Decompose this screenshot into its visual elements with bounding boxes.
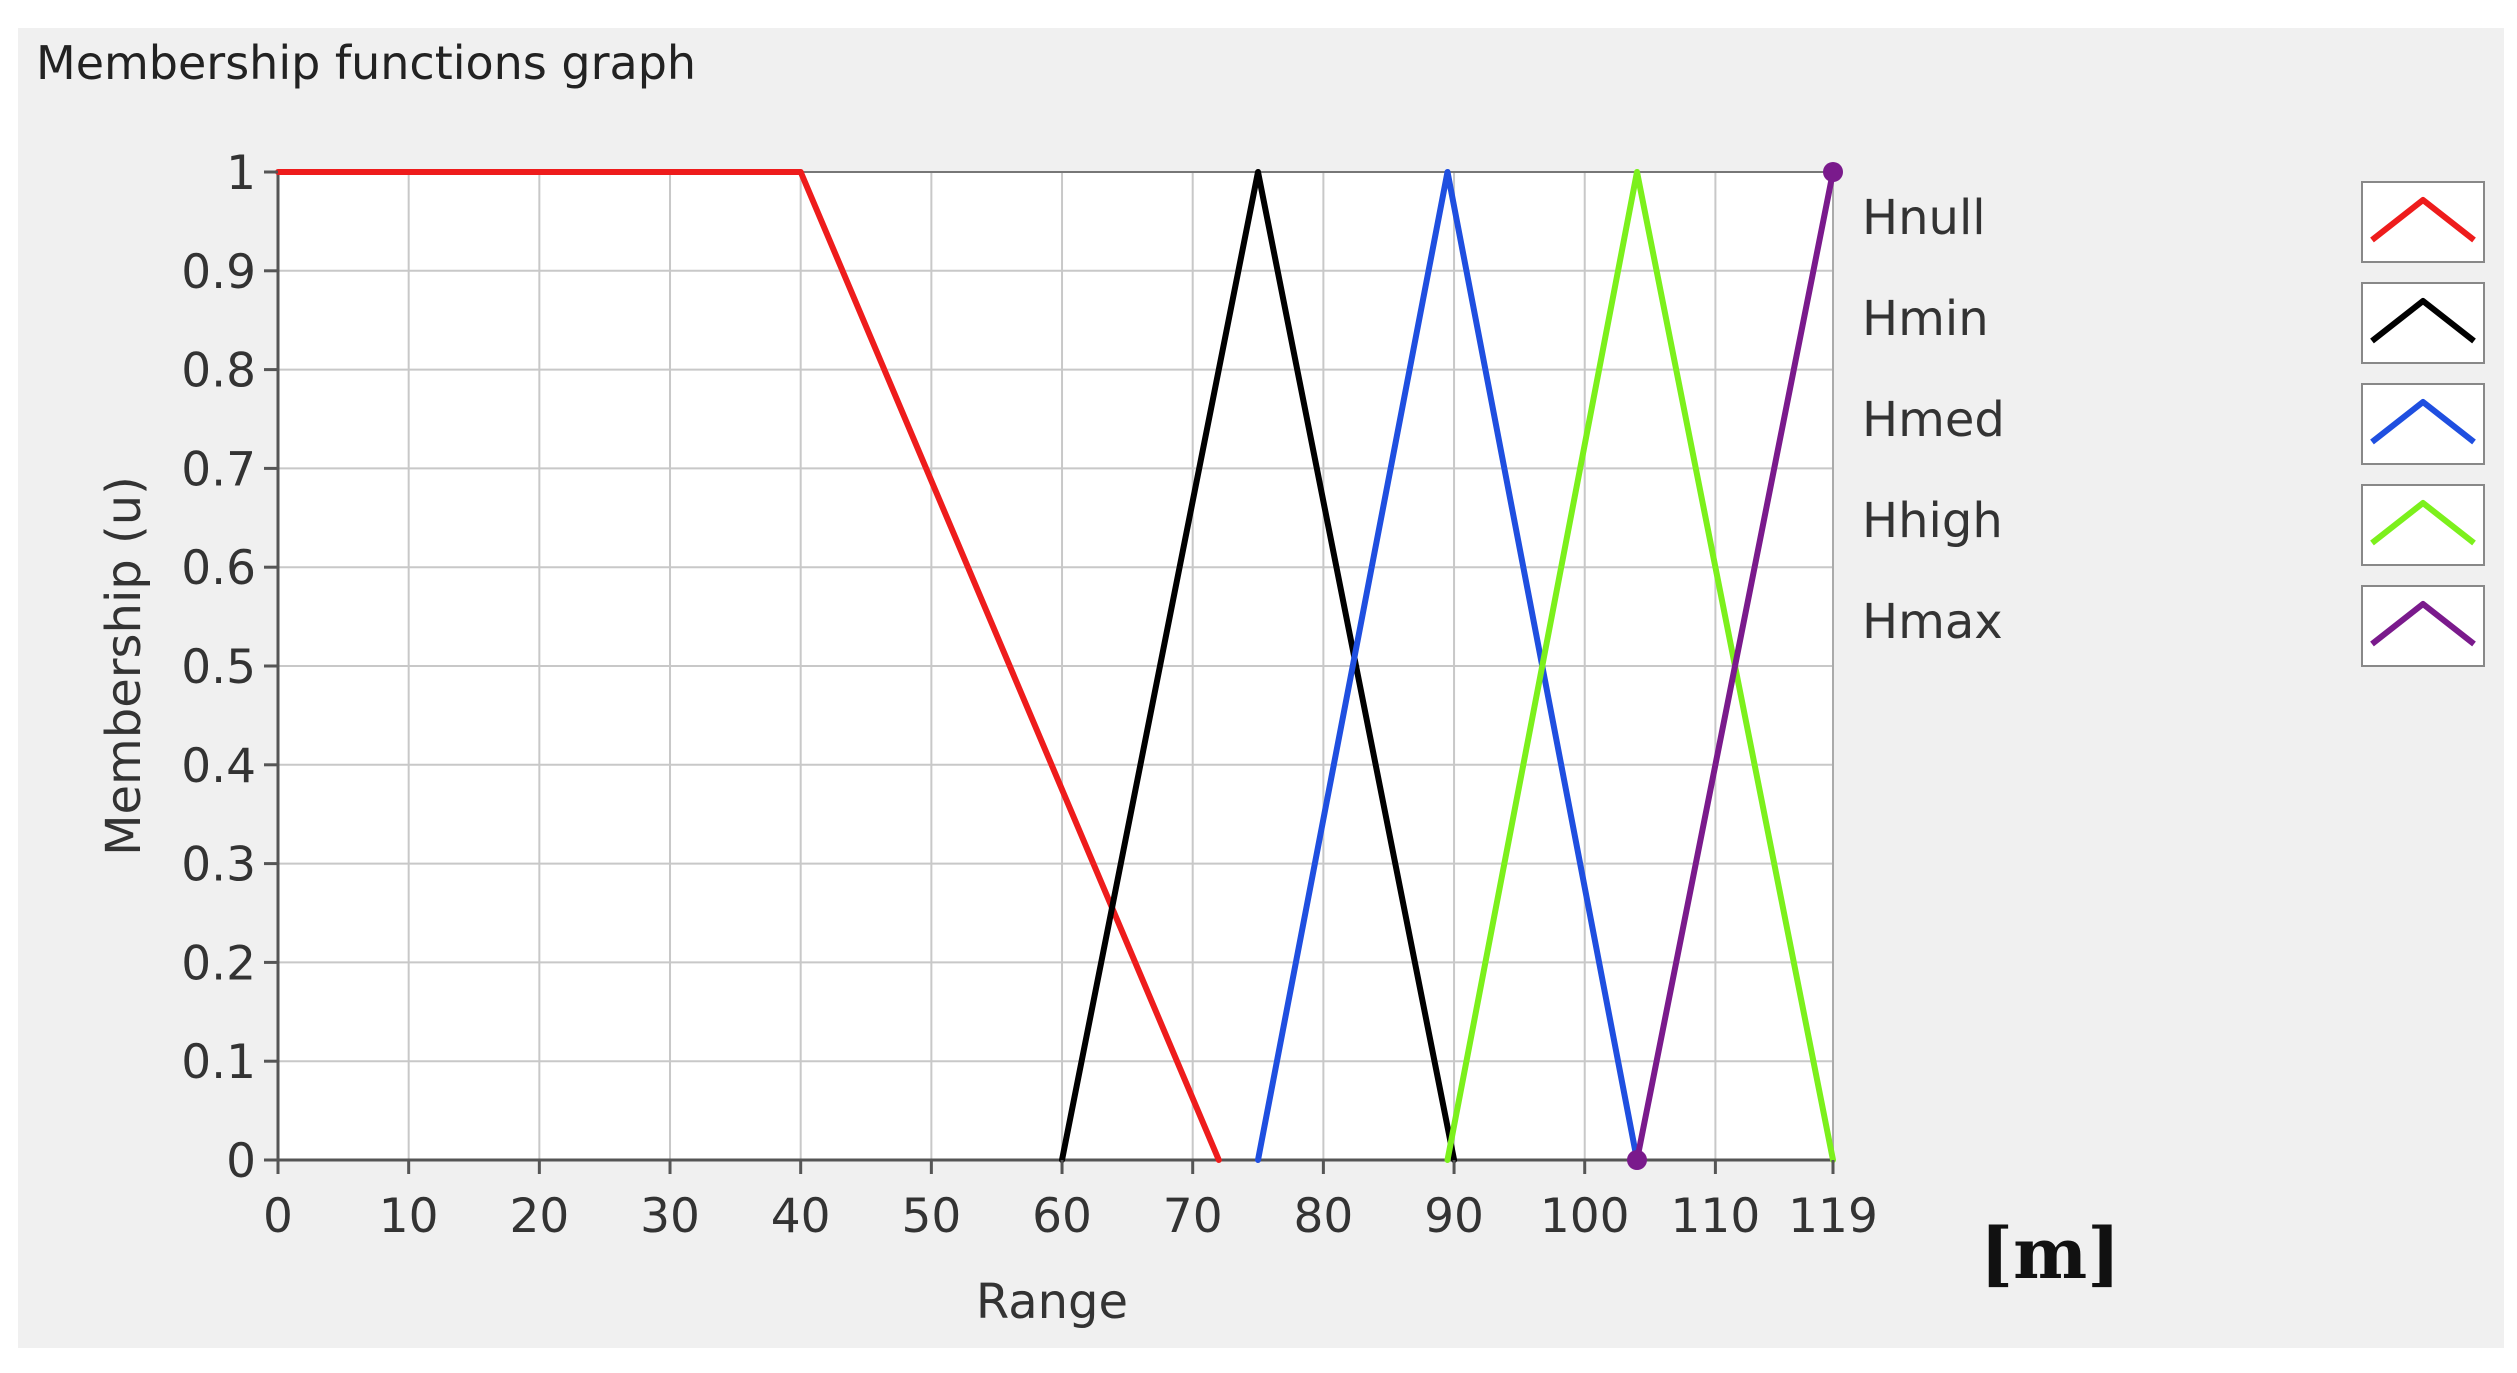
- legend-swatch-line-hnull: [2370, 197, 2476, 243]
- x-tick-label-7: 70: [1163, 1189, 1223, 1244]
- legend-label-hmin: Hmin: [1862, 291, 1989, 347]
- y-tick-label-3: 0.3: [181, 838, 256, 893]
- legend-label-hmax: Hmax: [1862, 594, 2003, 650]
- axes: [264, 171, 1834, 1174]
- y-tick-label-6: 0.6: [181, 541, 256, 596]
- y-axis-title: Membership (u): [96, 476, 152, 856]
- legend-label-hnull: Hnull: [1862, 190, 1986, 246]
- x-tick-label-11: 110: [1671, 1189, 1761, 1244]
- x-tick-label-5: 50: [901, 1189, 961, 1244]
- x-tick-label-3: 30: [640, 1189, 700, 1244]
- y-tick-label-0: 0: [226, 1134, 256, 1189]
- hmax-point-marker-1: [1823, 162, 1843, 182]
- x-axis-title: Range: [976, 1274, 1128, 1330]
- legend-swatch-box-hmin: [2361, 282, 2485, 364]
- legend-swatch-line-hmax: [2370, 601, 2476, 647]
- series-line-hmax: [1634, 169, 1836, 1163]
- x-tick-label-8: 80: [1293, 1189, 1353, 1244]
- legend-swatch-line-hmed: [2370, 399, 2476, 445]
- unit-label: [m]: [1980, 1212, 2120, 1295]
- panel-title: Membership functions graph: [36, 36, 697, 90]
- x-tick-label-1: 10: [379, 1189, 439, 1244]
- legend-swatch-line-hhigh: [2370, 500, 2476, 546]
- series-line-hmin: [1059, 169, 1458, 1163]
- legend-swatch-box-hhigh: [2361, 484, 2485, 566]
- y-tick-label-8: 0.8: [181, 344, 256, 399]
- legend-swatch-box-hmed: [2361, 383, 2485, 465]
- legend-swatch-box-hmax: [2361, 585, 2485, 667]
- x-tick-label-9: 90: [1424, 1189, 1484, 1244]
- x-tick-label-6: 60: [1032, 1189, 1092, 1244]
- x-tick-label-10: 100: [1540, 1189, 1630, 1244]
- legend-swatch-line-hmin: [2370, 298, 2476, 344]
- legend: Hnull Hmin Hmed Hhigh Hmax: [1862, 181, 2485, 667]
- y-tick-label-4: 0.4: [181, 739, 256, 794]
- y-tick-label-10: 1: [226, 146, 256, 201]
- x-tick-label-12: 119: [1788, 1189, 1878, 1244]
- x-tick-label-4: 40: [771, 1189, 831, 1244]
- series-line-hhigh: [1444, 169, 1836, 1163]
- legend-label-hmed: Hmed: [1862, 392, 2005, 448]
- y-tick-label-7: 0.7: [181, 442, 256, 497]
- y-tick-label-9: 0.9: [181, 245, 256, 300]
- tick-labels: 0 10 20 30 40 50 60 70 80 90 100 110 119 0 0.1 0.2 0.3 0.…: [181, 146, 1878, 1244]
- y-tick-label-2: 0.2: [181, 936, 256, 991]
- series-line-hmed: [1255, 169, 1640, 1163]
- x-tick-label-2: 20: [509, 1189, 569, 1244]
- hmax-point-marker-0: [1626, 1150, 1647, 1170]
- x-tick-label-0: 0: [263, 1189, 293, 1244]
- legend-swatch-box-hnull: [2361, 181, 2485, 263]
- legend-label-hhigh: Hhigh: [1862, 493, 2003, 549]
- series-line-hnull: [275, 169, 1222, 1163]
- y-tick-label-5: 0.5: [181, 640, 256, 695]
- series-lines: [275, 162, 1843, 1170]
- y-tick-label-1: 0.1: [181, 1035, 256, 1090]
